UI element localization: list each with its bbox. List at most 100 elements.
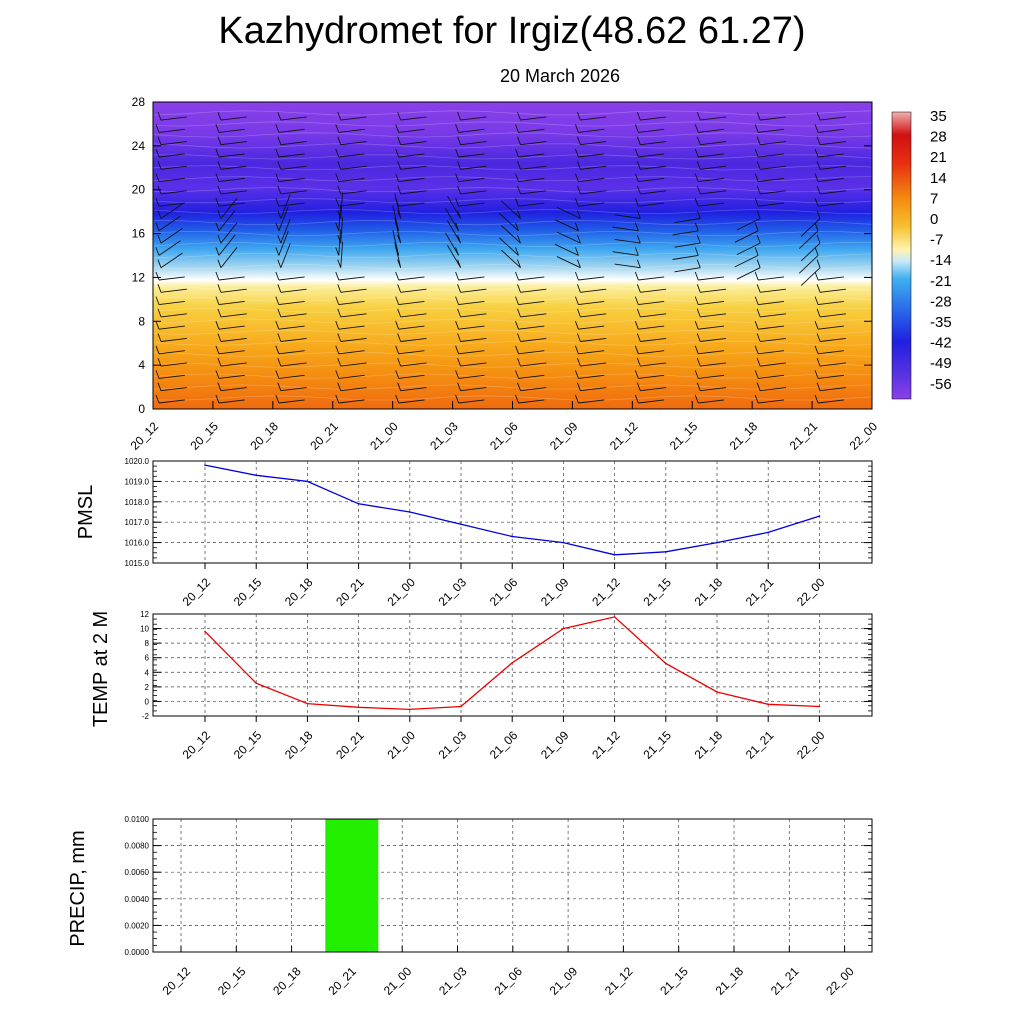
contour-line — [153, 187, 873, 193]
wind-barb — [499, 237, 519, 256]
wind-barb — [612, 251, 639, 256]
wind-barb — [818, 128, 844, 133]
x-tick-label: 20_12 — [180, 728, 214, 762]
wind-barb-flag — [395, 370, 400, 379]
wind-barb-flag — [275, 198, 280, 207]
y-tick-label: 2 — [145, 683, 150, 692]
wind-barb — [518, 350, 545, 355]
pmsl-point — [767, 531, 769, 534]
wind-barb — [798, 230, 819, 250]
y-tick-label: 0.0040 — [125, 895, 150, 904]
wind-barb-flag — [576, 161, 581, 170]
wind-barb — [640, 116, 667, 121]
y-tick-label: 12 — [132, 270, 146, 284]
wind-barb — [160, 362, 187, 367]
wind-barb — [160, 313, 187, 318]
wind-barb-flag — [397, 382, 402, 391]
wind-barb — [398, 128, 425, 133]
wind-barb — [818, 153, 844, 158]
wind-barb-flag — [157, 259, 162, 268]
wind-barb-flag — [636, 357, 641, 367]
wind-barb-flag — [517, 382, 521, 391]
wind-barb — [392, 205, 400, 231]
wind-barb — [820, 387, 846, 392]
temp-point — [818, 705, 821, 708]
colorbar-label: -28 — [930, 293, 952, 310]
wind-barb — [758, 350, 785, 355]
wind-barb — [340, 141, 367, 146]
temp-axis-label: TEMP at 2 M — [90, 611, 112, 727]
x-tick-label: 21_21 — [743, 728, 777, 762]
wind-barb — [501, 249, 521, 269]
wind-barb — [578, 374, 605, 379]
wind-barb-flag — [694, 148, 699, 158]
wind-barb-flag — [756, 210, 761, 219]
wind-barb-flag — [455, 345, 460, 354]
wind-barb-flag — [694, 198, 699, 207]
contour-line — [152, 329, 873, 335]
wind-barb-flag — [517, 161, 521, 170]
wind-barb-flag — [634, 296, 639, 305]
wind-barb-flag — [814, 247, 819, 256]
wind-barb-flag — [696, 259, 701, 268]
wind-barb — [518, 128, 545, 133]
wind-barb-flag — [335, 198, 340, 207]
wind-barb — [160, 116, 187, 121]
contour-line — [152, 263, 873, 270]
wind-barb — [518, 325, 545, 330]
wind-barb — [338, 399, 365, 404]
wind-barb — [340, 387, 367, 392]
colorbar-label: -49 — [930, 355, 952, 372]
x-tick-label: 21_00 — [367, 419, 401, 453]
wind-barb — [578, 276, 605, 281]
x-tick-label: 21_09 — [547, 964, 581, 998]
wind-barb-flag — [215, 271, 220, 281]
wind-barb — [698, 325, 725, 330]
wind-barb-flag — [337, 111, 342, 121]
x-tick-label: 21_21 — [768, 964, 802, 998]
wind-barb-flag — [814, 271, 819, 281]
wind-barb-flag — [155, 173, 160, 182]
wind-barb-flag — [754, 173, 759, 182]
wind-barb-flag — [335, 222, 340, 231]
wind-barb-flag — [696, 185, 701, 195]
wind-barb-flag — [814, 394, 819, 404]
wind-barb — [278, 153, 305, 158]
wind-barb — [556, 206, 581, 219]
pmsl-point — [613, 554, 616, 556]
wind-barb-flag — [694, 394, 699, 404]
wind-barb-flag — [395, 148, 400, 158]
wind-barb-flag — [754, 370, 759, 379]
wind-barb — [398, 374, 425, 379]
x-tick-label: 20_15 — [231, 575, 265, 609]
wind-barb — [458, 350, 485, 355]
wind-barb-flag — [636, 333, 641, 342]
wind-barb-flag — [754, 198, 759, 207]
wind-barb — [638, 301, 665, 306]
wind-barb-flag — [814, 222, 819, 231]
wind-barb — [518, 202, 545, 207]
colorbar-label: -21 — [930, 273, 952, 290]
wind-barb — [280, 288, 307, 293]
wind-barb — [518, 178, 545, 183]
wind-barb — [220, 165, 247, 170]
wind-barb-flag — [574, 173, 579, 182]
wind-barb-flag — [574, 296, 579, 305]
wind-barb-flag — [335, 124, 340, 133]
wind-barb — [398, 276, 425, 281]
wind-barb-flag — [756, 185, 761, 195]
wind-barb-flag — [636, 136, 641, 145]
colorbar-label: -14 — [930, 252, 952, 269]
wind-barb — [674, 267, 701, 273]
y-tick-label: 0.0100 — [125, 815, 150, 824]
wind-barb — [218, 350, 245, 355]
y-tick-label: 4 — [138, 358, 145, 372]
wind-barb — [400, 165, 427, 170]
temp-point — [767, 703, 769, 706]
wind-barb-flag — [574, 271, 579, 281]
pmsl-point — [255, 474, 257, 477]
wind-barb — [220, 116, 247, 121]
wind-barb — [458, 202, 485, 207]
wind-barb-flag — [576, 136, 581, 145]
wind-barb-flag — [335, 370, 340, 379]
